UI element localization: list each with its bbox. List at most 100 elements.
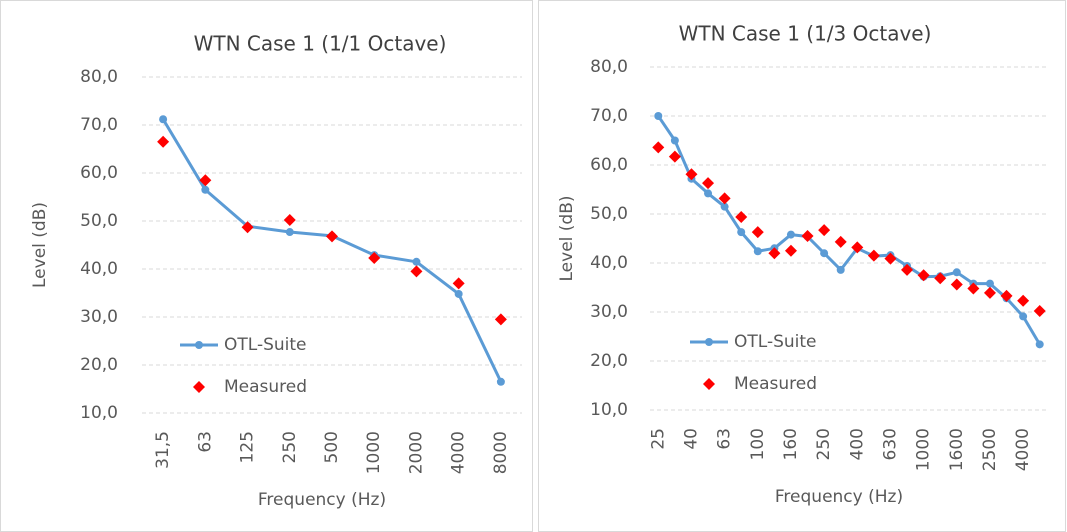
data-point: [784, 244, 797, 257]
data-point: [917, 269, 930, 282]
data-point: [753, 247, 762, 256]
y-tick-label: 40,0: [590, 253, 628, 273]
x-tick-label: 125: [238, 431, 258, 463]
data-point: [834, 235, 847, 248]
legend-label: OTL-Suite: [734, 332, 817, 352]
y-tick-label: 80,0: [80, 67, 118, 87]
y-tick-label: 60,0: [80, 163, 118, 183]
data-point: [1017, 294, 1030, 307]
data-point: [702, 177, 715, 190]
data-point: [718, 192, 731, 205]
x-tick-label: 1600: [947, 428, 967, 471]
data-point: [1033, 305, 1046, 318]
data-point: [201, 185, 210, 194]
y-tick-label: 30,0: [590, 302, 628, 322]
data-point: [454, 289, 463, 298]
data-point: [654, 112, 663, 120]
data-point: [735, 210, 748, 223]
data-point: [368, 251, 381, 264]
x-tick-label: 250: [814, 428, 834, 460]
y-axis-title: Level (dB): [557, 196, 577, 282]
legend-label: Measured: [734, 374, 817, 394]
data-point: [786, 230, 795, 239]
data-point: [801, 230, 814, 243]
y-tick-label: 80,0: [590, 57, 628, 77]
y-tick-label: 70,0: [80, 115, 118, 135]
data-point: [983, 286, 996, 299]
y-tick-label: 40,0: [80, 259, 118, 279]
x-tick-label: 25: [648, 428, 668, 450]
y-tick-label: 50,0: [80, 211, 118, 231]
y-tick-label: 30,0: [80, 307, 118, 327]
y-tick-label: 10,0: [590, 400, 628, 420]
panel-border: [538, 0, 1066, 532]
data-point: [159, 115, 168, 124]
y-axis-title: Level (dB): [30, 202, 50, 288]
data-point: [818, 224, 831, 237]
x-tick-label: 8000: [491, 431, 511, 474]
y-tick-label: 20,0: [80, 355, 118, 375]
data-point: [737, 228, 746, 237]
data-point: [967, 282, 980, 295]
data-point: [768, 247, 781, 260]
data-point: [494, 313, 507, 326]
x-tick-label: 31,5: [153, 431, 173, 469]
panel-border: [0, 0, 533, 532]
data-point: [326, 230, 338, 243]
data-point: [1000, 289, 1013, 302]
data-point: [410, 265, 423, 278]
data-point: [901, 263, 914, 276]
x-tick-label: 4000: [449, 431, 469, 474]
y-tick-label: 60,0: [590, 155, 628, 175]
x-tick-label: 2000: [406, 431, 426, 474]
x-tick-label: 1000: [364, 431, 384, 474]
data-point: [1019, 312, 1028, 321]
data-point: [670, 136, 679, 145]
legend-marker: [195, 341, 203, 349]
y-tick-label: 10,0: [80, 403, 118, 423]
x-tick-label: 63: [195, 431, 215, 453]
x-tick-label: 100: [748, 428, 768, 460]
x-tick-label: 4000: [1013, 428, 1033, 471]
x-tick-label: 400: [847, 428, 867, 460]
x-tick-label: 160: [781, 428, 801, 460]
data-point: [720, 202, 729, 211]
data-point: [751, 226, 764, 239]
chart-title: WTN Case 1 (1/1 Octave): [194, 32, 447, 56]
data-point: [836, 265, 845, 274]
y-tick-label: 20,0: [590, 351, 628, 371]
data-point: [884, 252, 897, 265]
x-axis-title: Frequency (Hz): [258, 490, 386, 510]
x-tick-label: 250: [280, 431, 300, 463]
data-point: [685, 168, 698, 181]
legend-marker: [703, 378, 715, 390]
data-point: [241, 221, 254, 234]
data-point: [668, 150, 681, 163]
x-tick-label: 500: [322, 431, 342, 463]
y-tick-label: 70,0: [590, 106, 628, 126]
data-point: [934, 272, 947, 285]
data-point: [285, 228, 294, 237]
data-point: [412, 257, 421, 266]
data-point: [820, 249, 829, 258]
data-point: [452, 277, 465, 290]
chart-title: WTN Case 1 (1/3 Octave): [679, 22, 932, 46]
data-point: [1035, 340, 1044, 349]
data-point: [867, 249, 880, 262]
data-point: [157, 135, 170, 148]
data-point: [199, 174, 212, 187]
x-axis-title: Frequency (Hz): [775, 487, 903, 507]
data-point: [952, 268, 961, 277]
x-tick-label: 630: [880, 428, 900, 460]
data-point: [950, 278, 963, 291]
legend-label: OTL-Suite: [224, 335, 307, 355]
y-tick-label: 50,0: [590, 204, 628, 224]
legend-marker: [705, 338, 713, 346]
data-point: [851, 241, 864, 254]
data-point: [704, 189, 713, 198]
data-point: [283, 214, 296, 227]
data-point: [652, 141, 665, 154]
legend-marker: [193, 381, 205, 393]
x-tick-label: 1000: [914, 428, 934, 471]
